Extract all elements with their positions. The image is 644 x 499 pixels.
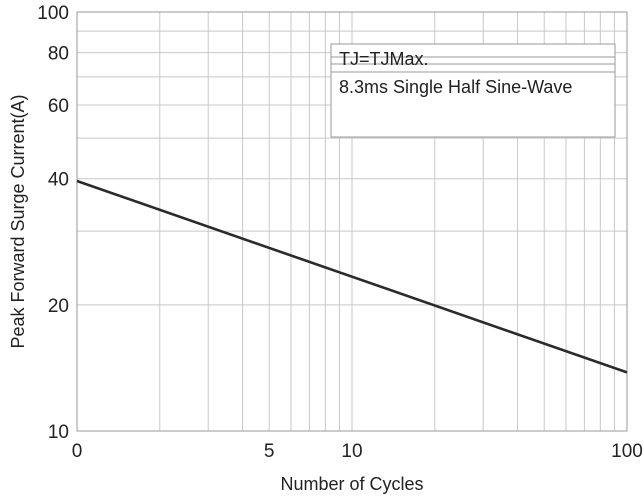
y-axis-title: Peak Forward Surge Current(A) bbox=[8, 94, 28, 348]
x-tick-label: 5 bbox=[264, 441, 275, 462]
annotation-line-2: 8.3ms Single Half Sine-Wave bbox=[339, 77, 572, 97]
annotation-box-border bbox=[330, 43, 616, 138]
series-line bbox=[76, 179, 628, 374]
annotation-line-1: TJ=TJMax. bbox=[339, 49, 429, 69]
y-tick-label: 80 bbox=[48, 44, 69, 65]
annotation-box: TJ=TJMax. 8.3ms Single Half Sine-Wave bbox=[330, 43, 616, 138]
x-axis-title: Number of Cycles bbox=[280, 474, 423, 494]
plot-frame bbox=[76, 11, 628, 432]
tick-labels: 0 5 10 100 10 20 40 60 80 100 bbox=[37, 3, 643, 462]
y-tick-label: 20 bbox=[48, 296, 69, 317]
y-tick-label: 100 bbox=[37, 3, 69, 24]
y-tick-label: 10 bbox=[48, 422, 69, 443]
x-tick-label: 100 bbox=[611, 441, 643, 462]
x-tick-label: 0 bbox=[72, 441, 83, 462]
series-layer bbox=[76, 179, 628, 374]
y-tick-label: 40 bbox=[48, 170, 69, 191]
x-tick-label: 10 bbox=[341, 441, 362, 462]
y-tick-label: 60 bbox=[48, 96, 69, 117]
